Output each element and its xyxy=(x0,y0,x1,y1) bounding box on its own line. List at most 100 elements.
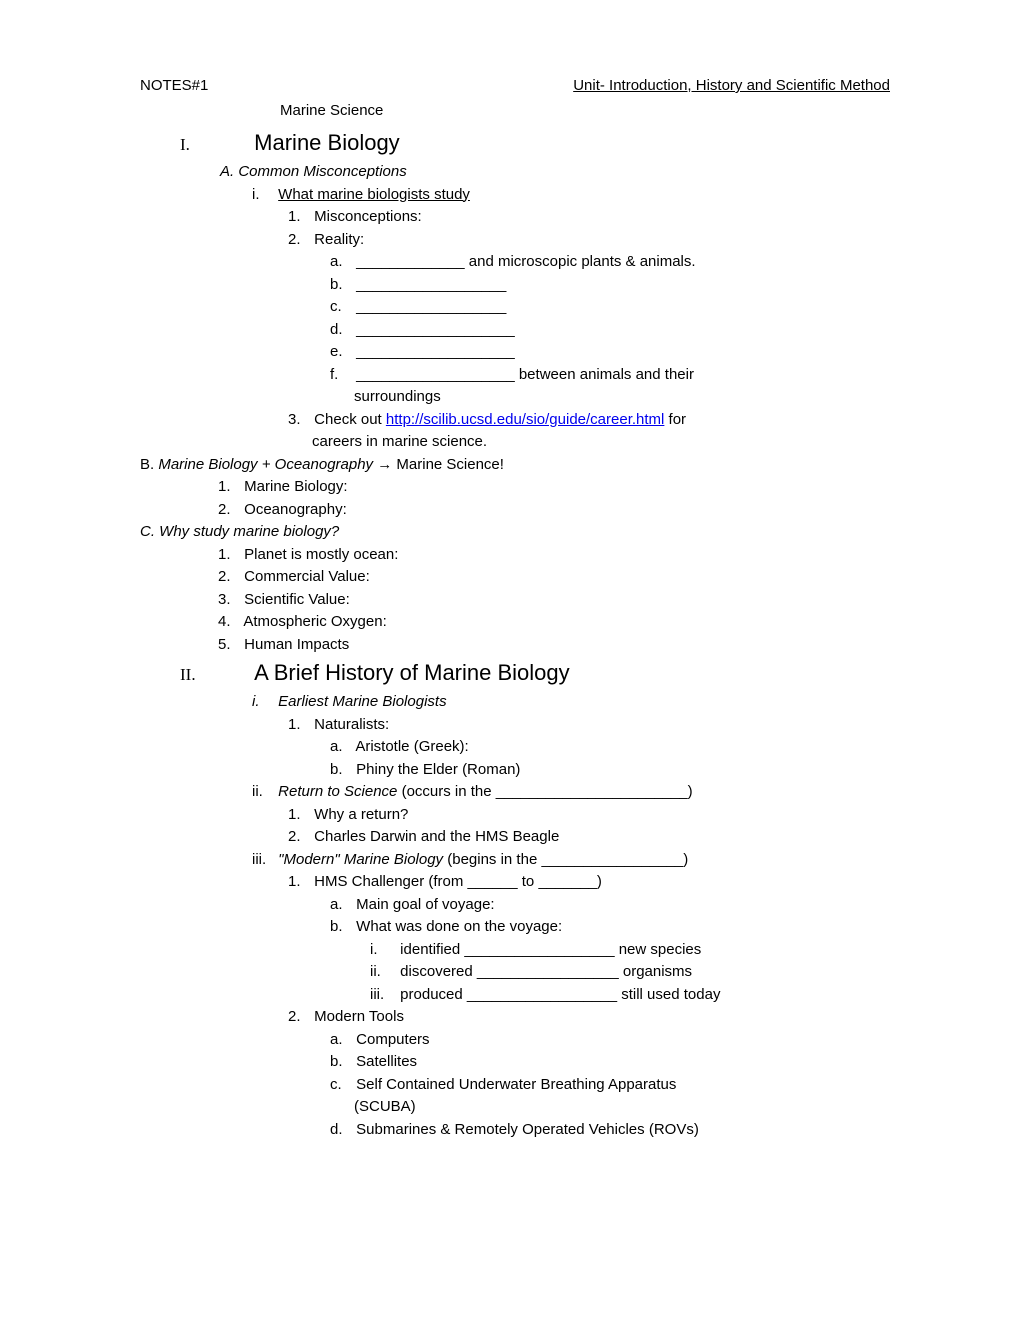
marker: d. xyxy=(330,1119,352,1142)
marker: b. xyxy=(330,274,352,297)
marker: 2. xyxy=(288,1006,310,1029)
list-item: 3. Check out http://scilib.ucsd.edu/sio/… xyxy=(288,409,890,432)
list-item: 1. Planet is mostly ocean: xyxy=(218,544,890,567)
list-item: b. What was done on the voyage: xyxy=(330,916,890,939)
italic-text: "Modern" Marine Biology xyxy=(278,851,443,868)
marker: i. xyxy=(252,184,274,207)
text: Main goal of voyage: xyxy=(356,896,494,913)
text-post: for xyxy=(664,411,686,428)
marker: 1. xyxy=(288,871,310,894)
list-item: c. Self Contained Underwater Breathing A… xyxy=(330,1074,890,1097)
text: Marine Biology: xyxy=(244,478,347,495)
sec1-a-i-text: What marine biologists study xyxy=(278,186,470,203)
text: Modern Tools xyxy=(314,1008,404,1025)
list-item: c. __________________ xyxy=(330,296,890,319)
list-item: iii. produced __________________ still u… xyxy=(370,984,890,1007)
marker: ii. xyxy=(252,781,274,804)
marker: e. xyxy=(330,341,352,364)
marker: 4. xyxy=(218,611,240,634)
marker: c. xyxy=(330,1074,352,1097)
section-2: II. A Brief History of Marine Biology xyxy=(180,656,890,689)
marker: 2. xyxy=(288,229,310,252)
marker: a. xyxy=(330,894,352,917)
section-1: I. Marine Biology xyxy=(180,126,890,159)
sec1-a-i: i. What marine biologists study xyxy=(252,184,890,207)
list-item: 2. Charles Darwin and the HMS Beagle xyxy=(288,826,890,849)
continuation: careers in marine science. xyxy=(312,431,890,454)
career-link[interactable]: http://scilib.ucsd.edu/sio/guide/career.… xyxy=(386,411,664,428)
text: Self Contained Underwater Breathing Appa… xyxy=(356,1076,676,1093)
text: Satellites xyxy=(356,1053,417,1070)
document-page: NOTES#1 Unit- Introduction, History and … xyxy=(0,0,1020,1181)
list-item: b. Satellites xyxy=(330,1051,890,1074)
roman-1: I. xyxy=(180,132,250,158)
list-item: b. __________________ xyxy=(330,274,890,297)
text: Why a return? xyxy=(314,806,408,823)
list-item: 2. Reality: xyxy=(288,229,890,252)
list-item: 1. HMS Challenger (from ______ to ______… xyxy=(288,871,890,894)
italic-text: Marine Biology + Oceanography xyxy=(158,456,373,473)
list-item: 5. Human Impacts xyxy=(218,634,890,657)
text: Reality: xyxy=(314,231,364,248)
list-item: d. Submarines & Remotely Operated Vehicl… xyxy=(330,1119,890,1142)
continuation: surroundings xyxy=(354,386,890,409)
marker: i. xyxy=(370,939,396,962)
list-item: 1. Naturalists: xyxy=(288,714,890,737)
list-item: 2. Commercial Value: xyxy=(218,566,890,589)
roman-2: II. xyxy=(180,662,250,688)
marker: b. xyxy=(330,759,352,782)
marker: b. xyxy=(330,1051,352,1074)
marker: a. xyxy=(330,1029,352,1052)
text: Charles Darwin and the HMS Beagle xyxy=(314,828,559,845)
text: discovered _________________ organisms xyxy=(400,963,692,980)
list-item: 3. Scientific Value: xyxy=(218,589,890,612)
text: Planet is mostly ocean: xyxy=(244,546,398,563)
marker: b. xyxy=(330,916,352,939)
text: __________________ xyxy=(356,298,506,315)
marker: d. xyxy=(330,319,352,342)
marker: 2. xyxy=(288,826,310,849)
notes-label: NOTES#1 xyxy=(140,75,208,98)
list-item: a. Aristotle (Greek): xyxy=(330,736,890,759)
rest-text: (occurs in the _______________________) xyxy=(397,783,692,800)
italic-text: Return to Science xyxy=(278,783,397,800)
list-item: e. ___________________ xyxy=(330,341,890,364)
list-item: 4. Atmospheric Oxygen: xyxy=(218,611,890,634)
section-2-title: A Brief History of Marine Biology xyxy=(254,660,569,685)
arrow-text: → Marine Science! xyxy=(373,456,504,473)
list-item: a. _____________ and microscopic plants … xyxy=(330,251,890,274)
list-item: 2. Oceanography: xyxy=(218,499,890,522)
text: Scientific Value: xyxy=(244,591,350,608)
list-item: 1. Misconceptions: xyxy=(288,206,890,229)
text: identified __________________ new specie… xyxy=(400,941,701,958)
continuation: (SCUBA) xyxy=(354,1096,890,1119)
marker: 1. xyxy=(218,544,240,567)
marker: c. xyxy=(330,296,352,319)
text: What was done on the voyage: xyxy=(356,918,562,935)
marker: 3. xyxy=(288,409,310,432)
prefix: B. xyxy=(140,456,158,473)
text: __________________ xyxy=(356,276,506,293)
sec1-c: C. Why study marine biology? xyxy=(140,521,890,544)
text: Commercial Value: xyxy=(244,568,370,585)
text: produced __________________ still used t… xyxy=(400,986,720,1003)
text: ___________________ between animals and … xyxy=(356,366,694,383)
list-item: b. Phiny the Elder (Roman) xyxy=(330,759,890,782)
list-item: ii. discovered _________________ organis… xyxy=(370,961,890,984)
text: HMS Challenger (from ______ to _______) xyxy=(314,873,602,890)
marker: 1. xyxy=(288,804,310,827)
sec2-ii: ii. Return to Science (occurs in the ___… xyxy=(252,781,890,804)
sec1-a: A. Common Misconceptions xyxy=(220,161,890,184)
marker: 1. xyxy=(288,206,310,229)
text: Aristotle (Greek): xyxy=(355,738,468,755)
text: Naturalists: xyxy=(314,716,389,733)
marker: iii. xyxy=(370,984,396,1007)
list-item: a. Main goal of voyage: xyxy=(330,894,890,917)
marker: ii. xyxy=(370,961,396,984)
marker: a. xyxy=(330,736,352,759)
marker: f. xyxy=(330,364,352,387)
sec2-iii: iii. "Modern" Marine Biology (begins in … xyxy=(252,849,890,872)
text: Oceanography: xyxy=(244,501,347,518)
text: Submarines & Remotely Operated Vehicles … xyxy=(356,1121,699,1138)
list-item: a. Computers xyxy=(330,1029,890,1052)
